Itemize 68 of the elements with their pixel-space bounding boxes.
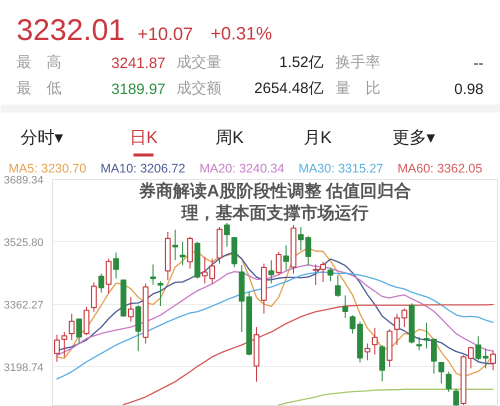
text: 0.98: [454, 81, 484, 98]
candlestick: [328, 267, 334, 282]
candlestick: [128, 296, 134, 322]
text: 最 高: [16, 54, 62, 71]
y-tick-label: 3198.74: [4, 362, 44, 374]
candlestick: [416, 336, 422, 351]
candlestick: [90, 282, 97, 312]
line-series: [56, 271, 494, 380]
candlestick: [453, 388, 460, 406]
text: 3241.87: [111, 55, 166, 72]
candlestick: [401, 308, 408, 328]
text: MA10: 3206.72: [100, 162, 186, 176]
y-tick-label: 3362.27: [4, 299, 44, 312]
text: MA20: 3240.34: [200, 162, 284, 176]
text: +10.07: [138, 24, 194, 44]
candlestick: [342, 294, 348, 318]
y-tick-label: 3689.34: [4, 174, 44, 186]
text: MA30: 3315.27: [298, 162, 384, 176]
candlestick: [482, 348, 489, 369]
text: 月K: [303, 128, 332, 147]
candlestick: [438, 361, 444, 384]
text: 成交额: [176, 80, 222, 97]
candlestick: [150, 264, 156, 286]
candlestick: [113, 252, 119, 280]
candlestick: [68, 313, 75, 341]
candlestick: [372, 327, 378, 356]
candlestick: [446, 371, 452, 392]
text: 3189.97: [111, 81, 166, 98]
text: MA60: 3362.05: [398, 162, 482, 176]
text: 2654.48亿: [254, 80, 324, 97]
candlestick: [364, 342, 370, 361]
candlestick: [98, 273, 104, 294]
text: --: [474, 55, 484, 72]
text: 最 低: [16, 80, 62, 97]
candlestick: [334, 274, 341, 298]
candlestick: [379, 344, 386, 382]
candlestick: [76, 318, 82, 344]
text: 1.52亿: [279, 54, 324, 71]
y-tick-label: 3525.80: [4, 236, 44, 249]
text: 券商解读A股阶段性调整 估值回归合理，基本面支撑市场运行: [138, 182, 411, 222]
candlestick: [180, 241, 186, 266]
candlestick: [84, 306, 90, 336]
candlestick: [158, 280, 164, 307]
text: 更多▾: [392, 128, 436, 147]
text: 量 比: [336, 80, 380, 97]
text: 成交量: [176, 54, 222, 71]
candlestick: [54, 334, 60, 362]
text: 日K: [129, 128, 158, 147]
candlestick: [187, 236, 193, 270]
candlestick: [490, 350, 496, 371]
candlestick: [224, 222, 230, 248]
candlestick: [475, 336, 482, 361]
text: 分时▾: [20, 128, 64, 147]
candlestick: [209, 258, 216, 284]
candlestick: [283, 244, 290, 271]
candlestick: [394, 313, 400, 346]
candlestick: [172, 229, 178, 261]
text: 换手率: [336, 54, 380, 71]
candlestick: [61, 332, 68, 358]
candlestick: [106, 258, 112, 294]
text: 周K: [215, 128, 244, 147]
text: 3232.01: [16, 14, 125, 47]
candlestick: [276, 251, 282, 276]
text: MA5: 3230.70: [8, 162, 86, 176]
candlestick: [202, 256, 208, 284]
text: +0.31%: [210, 24, 272, 44]
candlestick: [268, 260, 274, 284]
line-series: [122, 304, 494, 406]
